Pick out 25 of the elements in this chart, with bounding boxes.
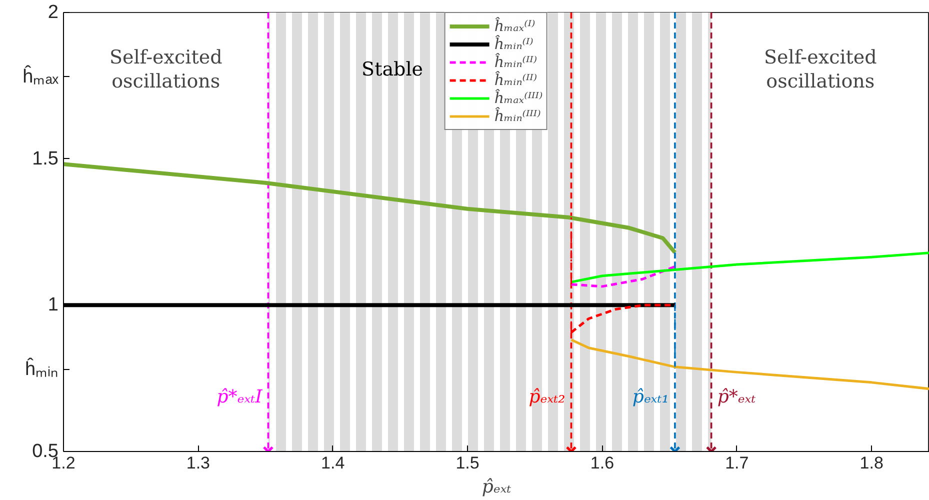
- x-tick-label: 1.7: [725, 454, 749, 472]
- x-axis-title: p̂ₑₓₜ: [482, 476, 512, 498]
- x-tick-label: 1.3: [186, 454, 210, 472]
- ref-line-label: p̂*ₑₓₜ: [717, 386, 756, 408]
- band-label: Stable: [362, 58, 424, 81]
- y-tick-label: 1.5: [32, 148, 59, 170]
- legend-label: ĥₘᵢₙ⁽ᴵᴵ⁾: [494, 53, 538, 71]
- legend-label: ĥₘᵢₙ⁽ᴵᴵ⁾: [494, 71, 538, 89]
- x-tick-label: 1.4: [321, 454, 345, 472]
- ref-line-label: p̂ₑₓₜ₁: [632, 386, 669, 408]
- x-tick-label: 1.6: [590, 454, 614, 472]
- legend-label: ĥₘₐₓ⁽ᴵ⁾: [494, 17, 536, 35]
- y-tick-label: 2: [48, 2, 59, 23]
- legend-label: ĥₘᵢₙ⁽ᴵᴵᴵ⁾: [494, 107, 541, 125]
- ref-line-label: p̂*ₑₓₜI: [216, 386, 264, 408]
- x-tick-label: 1.5: [456, 454, 480, 472]
- ref-line-label: p̂ₑₓₜ₂: [528, 386, 566, 408]
- y-tick-label: 1: [48, 294, 59, 316]
- y-tick-label: ĥₘᵢₙ: [24, 357, 59, 380]
- annotation: Self-excited oscillations: [764, 46, 877, 93]
- y-tick-label: ĥₘₐₓ: [22, 64, 60, 88]
- annotation: Self-excited oscillations: [109, 46, 222, 93]
- legend-label: ĥₘₐₓ⁽ᴵᴵᴵ⁾: [494, 89, 543, 107]
- x-tick-label: 1.8: [860, 454, 884, 472]
- legend-label: ĥₘᵢₙ⁽ᴵ⁾: [494, 35, 534, 53]
